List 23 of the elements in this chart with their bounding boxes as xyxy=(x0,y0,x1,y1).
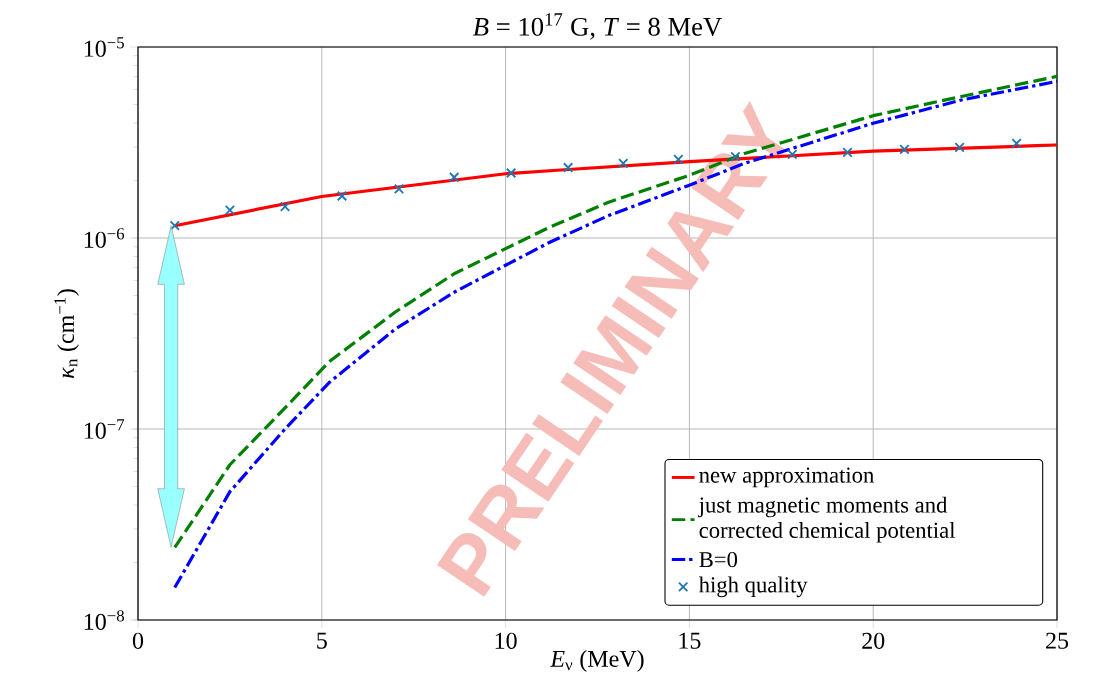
y-tick-label: 10$^{−8}$ xyxy=(84,610,124,630)
x-tick-label: 20 xyxy=(862,632,885,649)
y-tick-label: 10$^{−7}$ xyxy=(84,419,125,439)
point xyxy=(169,220,180,231)
point xyxy=(842,147,853,158)
x-tick-label: 15 xyxy=(679,632,701,649)
x-tick-label: 0 xyxy=(132,632,144,649)
point xyxy=(336,190,348,202)
y-tick-label: 10$^{−6}$ xyxy=(84,228,125,248)
point xyxy=(224,204,236,216)
x-tick-label: 5 xyxy=(317,632,327,649)
chart-title: B = 10$^{17}$ G, T = 8 MeV xyxy=(473,13,722,40)
point xyxy=(954,142,965,153)
x-tick-label: 25 xyxy=(1046,632,1069,649)
point xyxy=(899,144,910,155)
point xyxy=(1011,138,1022,149)
point xyxy=(393,183,405,194)
x-axis-title: E$_{ν}$ (MeV) xyxy=(550,650,644,672)
x-tick-label: 10 xyxy=(495,632,517,649)
point xyxy=(279,201,291,212)
y-axis-title: κ$_{n}$ (cm$^{−1}$) xyxy=(54,289,79,378)
y-tick-label: 10$^{−5}$ xyxy=(84,37,124,57)
point xyxy=(787,149,798,160)
